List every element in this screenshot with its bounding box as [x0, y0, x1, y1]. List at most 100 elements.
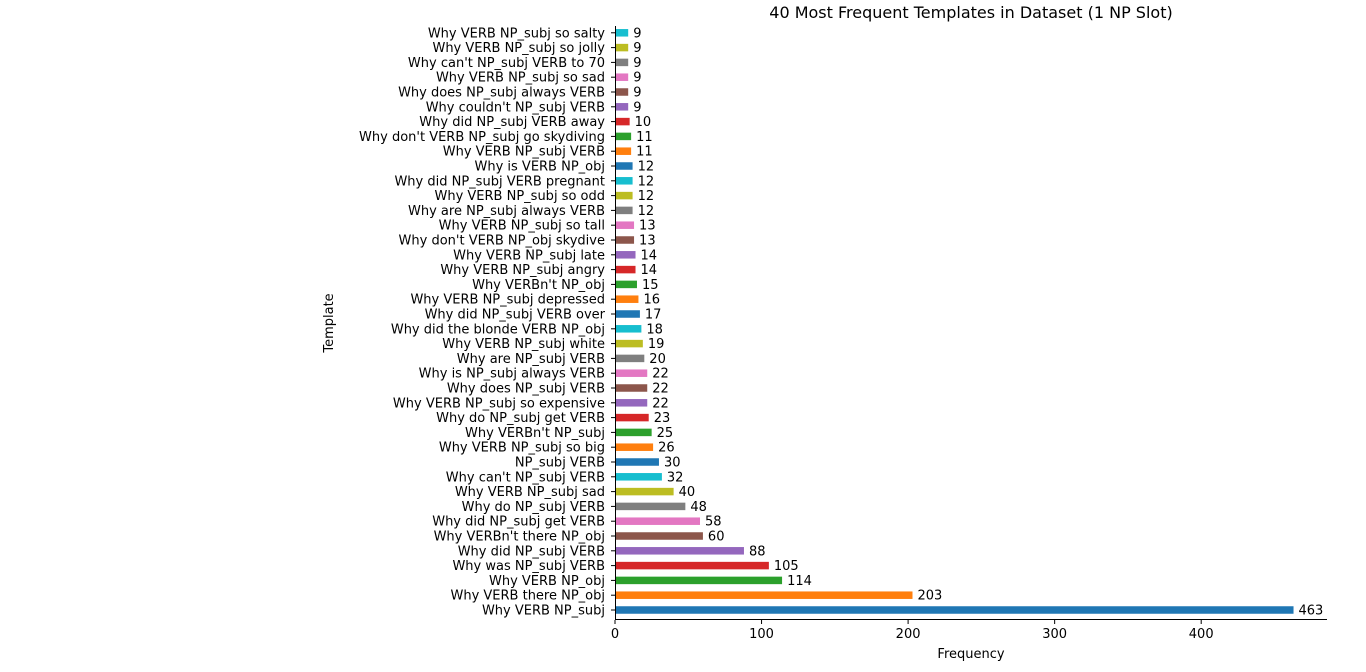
bar: [616, 384, 648, 392]
bar: [616, 561, 769, 570]
category-label: Why couldn't NP_subj VERB: [426, 100, 605, 115]
bar: [616, 280, 637, 289]
data-label: 22: [652, 382, 669, 397]
category-label: Why is NP_subj always VERB: [419, 367, 605, 382]
data-label: 26: [658, 441, 675, 456]
category-label: Why VERB NP_subj late: [453, 248, 605, 263]
bar: [616, 29, 629, 37]
data-label: 32: [667, 470, 684, 485]
x-tick-label: 300: [1042, 627, 1067, 642]
bar: [616, 88, 629, 96]
category-label: Why VERBn't there NP_obj: [434, 530, 605, 545]
bar: [616, 502, 686, 511]
data-label: 13: [639, 219, 656, 234]
data-label: 12: [638, 204, 655, 219]
data-label: 12: [638, 189, 655, 204]
data-label: 15: [642, 278, 659, 293]
category-label: Why don't VERB NP_obj skydive: [399, 234, 605, 249]
bar: [616, 517, 700, 525]
data-label: 10: [635, 115, 652, 130]
bar: [616, 58, 629, 67]
bar: [616, 117, 630, 126]
data-label: 20: [649, 352, 666, 367]
category-label: Why are NP_subj always VERB: [408, 204, 605, 219]
bar: [616, 132, 632, 141]
bar: [616, 265, 636, 274]
bar: [616, 73, 629, 81]
bar: [616, 236, 635, 244]
data-label: 11: [636, 130, 653, 145]
bar: [616, 147, 632, 155]
data-label: 12: [638, 160, 655, 175]
category-label: Why did the blonde VERB NP_obj: [391, 322, 605, 337]
bar: [616, 43, 629, 52]
data-label: 60: [708, 530, 725, 545]
data-label: 9: [633, 41, 641, 56]
data-label: 58: [705, 515, 722, 530]
bar: [616, 547, 744, 555]
category-label: Why VERB NP_subj angry: [440, 263, 605, 278]
bar: [616, 251, 636, 259]
category-label: Why can't NP_subj VERB to 70: [408, 56, 605, 71]
data-label: 88: [749, 544, 766, 559]
y-axis-label: Template: [322, 293, 337, 353]
x-tick-label: 100: [749, 627, 774, 642]
bar: [616, 473, 662, 481]
category-label: Why can't NP_subj VERB: [446, 470, 605, 485]
data-label: 114: [787, 574, 812, 589]
bar: [616, 399, 648, 407]
bar: [616, 532, 703, 540]
category-label: Why VERB NP_subj so big: [439, 441, 605, 456]
bar: [616, 458, 659, 466]
category-label: Why VERBn't NP_subj: [465, 426, 605, 441]
category-label: Why did NP_subj get VERB: [432, 515, 605, 530]
category-label: Why VERB NP_subj sad: [455, 485, 605, 500]
bar: [616, 325, 642, 333]
data-label: 40: [679, 485, 696, 500]
x-tick-label: 200: [896, 627, 921, 642]
bar: [616, 295, 639, 303]
bar: [616, 591, 913, 599]
data-labels-group: 4632031141058860584840323026252322222220…: [633, 26, 1323, 618]
bar: [616, 103, 629, 111]
data-label: 17: [645, 308, 662, 323]
category-label: Why do NP_subj get VERB: [436, 411, 605, 426]
bar: [616, 221, 635, 229]
chart-title: 40 Most Frequent Templates in Dataset (1…: [769, 3, 1172, 22]
category-label: Why VERBn't NP_obj: [472, 278, 605, 293]
data-label: 9: [633, 71, 641, 86]
bar: [616, 310, 640, 318]
data-label: 12: [638, 174, 655, 189]
data-label: 48: [690, 500, 707, 515]
category-label: Why do NP_subj VERB: [462, 500, 605, 515]
bar: [616, 606, 1294, 614]
data-label: 203: [917, 589, 942, 604]
bar: [616, 177, 633, 185]
data-label: 9: [633, 86, 641, 101]
x-tick-label: 0: [611, 627, 619, 642]
bar: [616, 443, 654, 451]
bar: [616, 369, 648, 377]
bar: [616, 487, 674, 496]
category-label: Why VERB NP_subj white: [442, 337, 605, 352]
category-label: Why does NP_subj VERB: [447, 382, 605, 397]
category-label: Why VERB NP_subj so jolly: [432, 41, 605, 56]
x-tick-label: 400: [1189, 627, 1214, 642]
data-label: 463: [1299, 604, 1324, 619]
category-label: Why VERB NP_subj: [482, 604, 605, 619]
category-label: Why VERB NP_subj so salty: [428, 26, 605, 41]
bar: [616, 576, 783, 585]
data-label: 30: [664, 456, 681, 471]
data-label: 23: [654, 411, 671, 426]
bar: [616, 206, 633, 215]
category-label: Why VERB NP_subj so expensive: [393, 396, 605, 411]
category-label: Why don't VERB NP_subj go skydiving: [359, 130, 605, 145]
category-label: Why are NP_subj VERB: [457, 352, 605, 367]
data-label: 14: [641, 263, 658, 278]
data-label: 9: [633, 26, 641, 41]
bar: [616, 162, 633, 170]
data-label: 22: [652, 396, 669, 411]
data-label: 14: [641, 248, 658, 263]
x-axis-label: Frequency: [937, 647, 1004, 662]
